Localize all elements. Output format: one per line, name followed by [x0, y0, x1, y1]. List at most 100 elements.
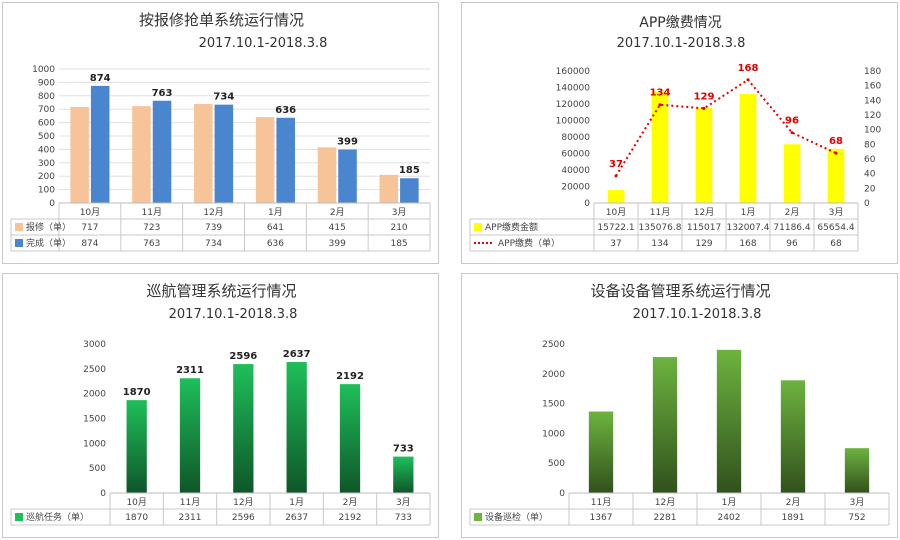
chart-title: APP缴费情况	[639, 15, 721, 31]
bar-1	[844, 448, 870, 493]
y-tick-label: 900	[38, 78, 55, 88]
data-label: 763	[152, 88, 173, 99]
y-tick-label: 20000	[561, 183, 590, 193]
table-cell: 874	[81, 239, 98, 249]
y2-tick-label: 80	[864, 140, 876, 150]
y-tick-label: 500	[38, 132, 55, 142]
table-cell: 71186.4	[773, 223, 810, 233]
x-tick-label: 1月	[722, 497, 737, 508]
table-cell: 96	[786, 239, 798, 249]
x-tick-label: 10月	[80, 207, 100, 218]
x-tick-label: 11月	[591, 497, 611, 508]
table-cell: 2192	[339, 513, 362, 523]
table-cell: 134	[651, 239, 668, 249]
table-cell: 717	[81, 223, 98, 233]
y-tick-label: 0	[49, 199, 55, 209]
line-point	[746, 78, 750, 82]
x-tick-label: 12月	[694, 207, 714, 218]
table-cell: 399	[329, 239, 346, 249]
y-tick-label: 100000	[556, 117, 591, 127]
table-cell: 723	[143, 223, 160, 233]
bar-1	[317, 147, 337, 203]
data-label: 68	[829, 136, 843, 147]
legend-key	[15, 223, 23, 231]
bar-1	[393, 456, 414, 493]
chart-title: 巡航管理系统运行情况	[146, 282, 296, 300]
x-tick-label: 12月	[233, 497, 253, 508]
legend-label: 完成（单）	[26, 237, 71, 249]
y-tick-label: 0	[100, 489, 106, 499]
bar-2	[90, 85, 110, 203]
x-tick-label: 1月	[741, 207, 756, 218]
y-tick-label: 1000	[32, 65, 55, 75]
x-tick-label: 2月	[343, 497, 358, 508]
x-tick-label: 3月	[396, 497, 411, 508]
table-cell: 132007.4	[727, 223, 770, 233]
y-tick-label: 500	[548, 459, 565, 469]
line-point	[834, 151, 838, 155]
data-label: 37	[609, 159, 623, 170]
y-tick-label: 2000	[542, 370, 565, 380]
legend-label: 报修（单）	[26, 221, 71, 233]
x-tick-label: 2月	[330, 207, 345, 218]
x-tick-label: 10月	[606, 207, 626, 218]
data-label: 636	[275, 105, 296, 116]
data-label: 96	[785, 116, 799, 127]
line-point	[790, 131, 794, 135]
table-cell: 1367	[590, 513, 613, 523]
legend-key	[15, 239, 23, 247]
bar-1	[179, 378, 201, 493]
table-cell: 2311	[179, 513, 202, 523]
bar-1	[651, 91, 669, 203]
table-cell: 115017	[687, 223, 721, 233]
chart-subtitle: 2017.10.1-2018.3.8	[169, 307, 298, 322]
x-tick-label: 3月	[392, 207, 407, 218]
y-tick-label: 1500	[83, 415, 106, 425]
table-cell: 37	[610, 239, 621, 249]
legend-key	[474, 223, 482, 231]
y2-tick-label: 0	[864, 199, 870, 209]
x-tick-label: 10月	[126, 497, 146, 508]
x-tick-label: 12月	[655, 497, 675, 508]
table-cell: 752	[848, 513, 865, 523]
table-cell: 65654.4	[817, 223, 854, 233]
chart-app-payment: APP缴费情况 2017.10.1-2018.3.8 0 20000 40000 6000…	[469, 15, 881, 252]
table-cell: 415	[329, 223, 346, 233]
x-tick-label: 2月	[785, 207, 800, 218]
bar-1	[588, 411, 614, 493]
bar-1	[695, 108, 713, 203]
data-label: 2311	[176, 365, 204, 376]
bar-1	[827, 148, 845, 203]
table-cell: 15722.1	[597, 223, 634, 233]
bar-2	[400, 178, 419, 203]
y-tick-label: 2500	[542, 340, 565, 350]
y-tick-label: 160000	[556, 67, 591, 77]
data-label: 129	[694, 91, 715, 102]
bar-1	[255, 117, 275, 203]
bar-1	[286, 362, 307, 493]
y-tick-label: 0	[559, 489, 565, 499]
y-tick-label: 40000	[561, 166, 590, 176]
table-cell: 2637	[285, 513, 308, 523]
y-tick-label: 60000	[561, 150, 590, 160]
bar-1	[233, 364, 254, 493]
y-tick-label: 140000	[556, 84, 591, 94]
x-tick-label: 11月	[650, 207, 670, 218]
y2-tick-label: 160	[864, 82, 881, 92]
bar-1	[716, 349, 742, 493]
x-tick-label: 3月	[829, 207, 844, 218]
y-tick-label: 800	[38, 92, 55, 102]
data-label: 399	[337, 137, 358, 148]
legend-label: APP缴费（单）	[498, 237, 560, 249]
bar-2	[152, 100, 172, 203]
chart-equipment-management: 设备设备管理系统运行情况 2017.10.1-2018.3.8 0 500 1000 15…	[469, 282, 890, 526]
table-cell: 2281	[654, 513, 677, 523]
table-cell: 129	[695, 239, 712, 249]
y-tick-label: 120000	[556, 100, 591, 110]
y2-tick-label: 20	[864, 184, 876, 194]
table-cell: 734	[205, 239, 222, 249]
chart-panel-patrol: 巡航管理系统运行情况 2017.10.1-2018.3.8 0 500 1000 1500…	[2, 273, 439, 538]
table-cell: 636	[267, 239, 284, 249]
y-tick-label: 1000	[83, 439, 106, 449]
x-tick-label: 11月	[142, 207, 162, 218]
